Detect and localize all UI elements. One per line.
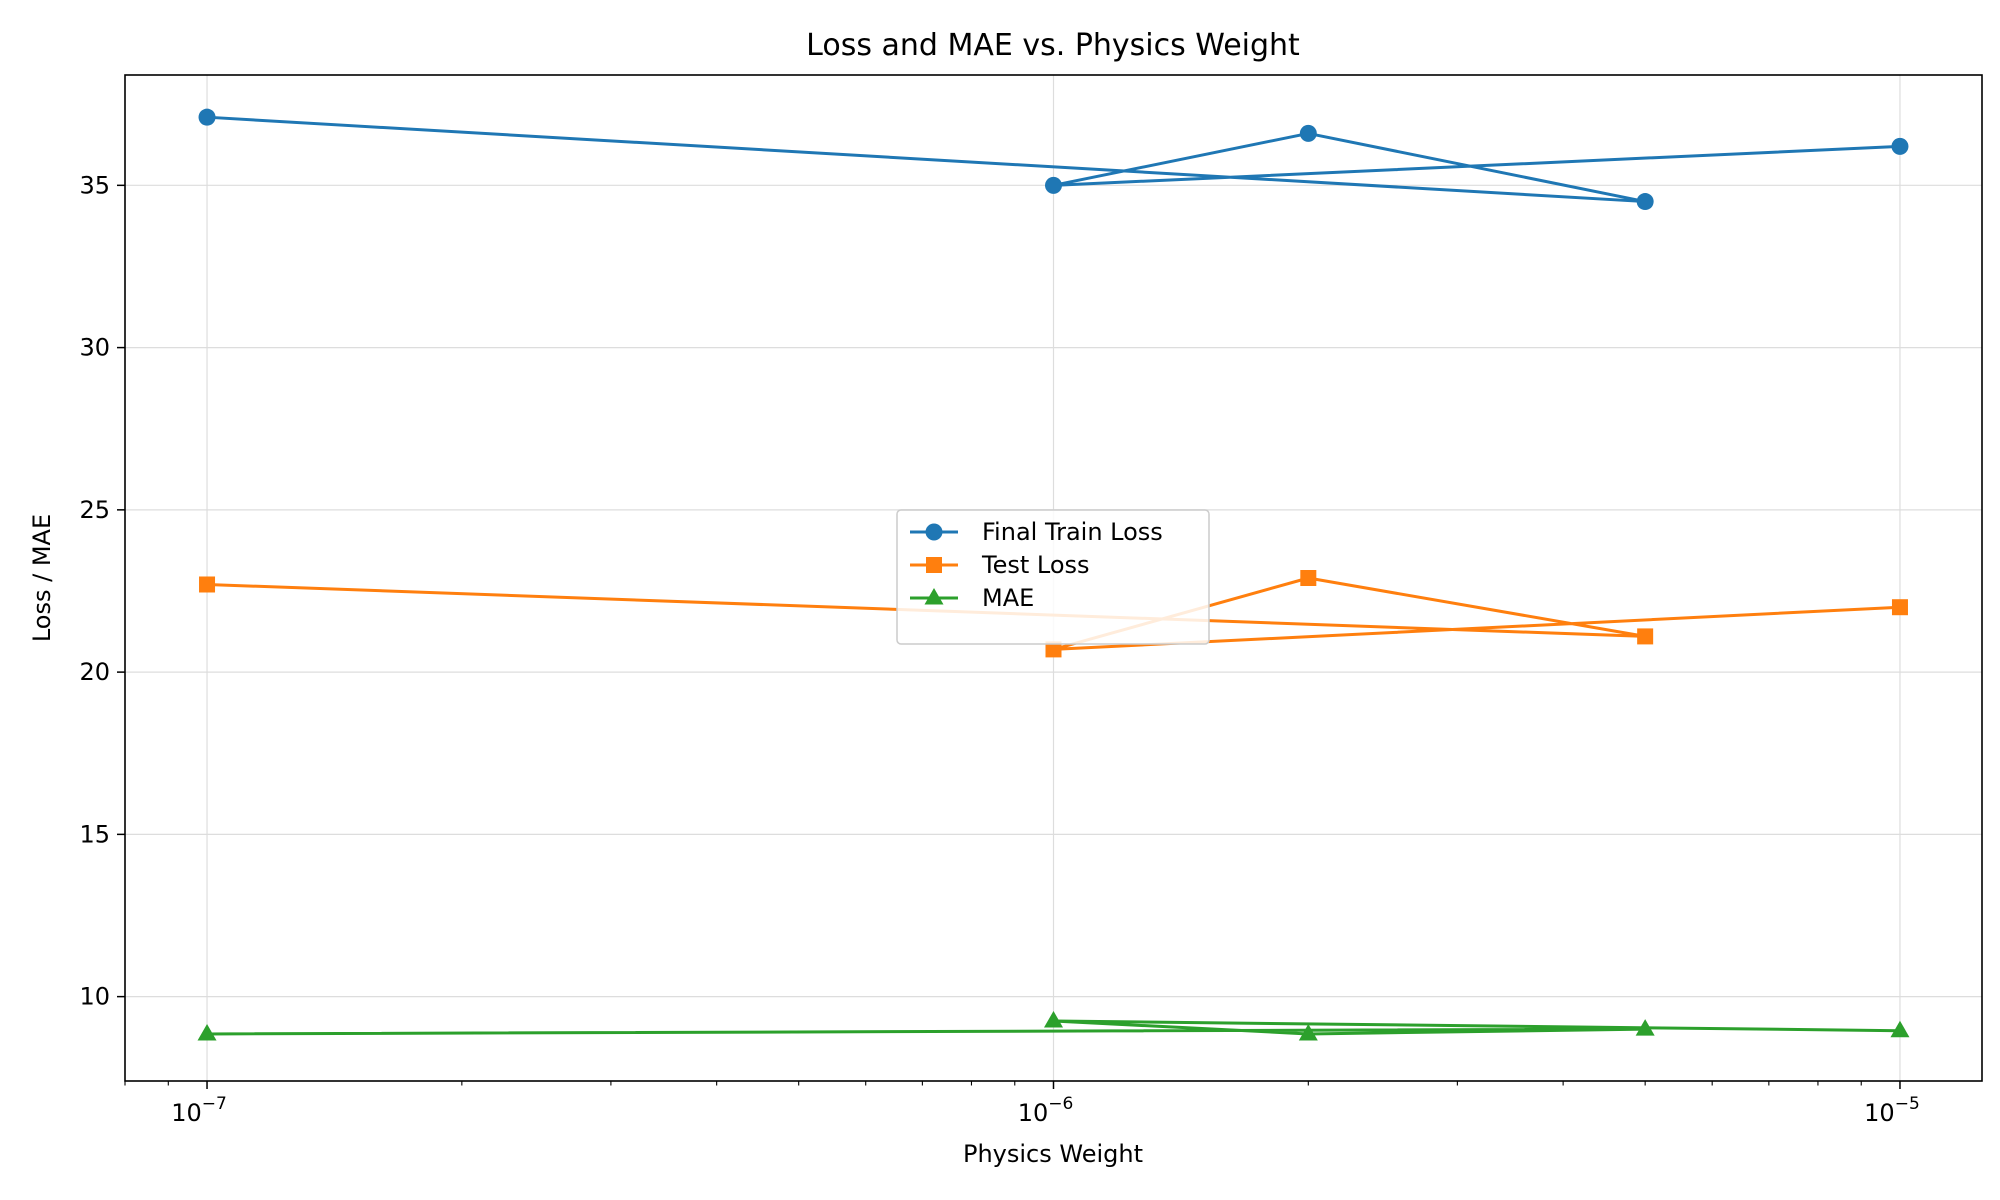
x-tick-label: 10−7 [171, 1094, 227, 1127]
y-tick-label: 25 [79, 496, 110, 524]
data-point [199, 576, 216, 593]
y-tick-label: 20 [79, 658, 110, 686]
x-axis-label: Physics Weight [963, 1140, 1143, 1168]
data-point [1045, 176, 1062, 194]
data-point [1045, 641, 1062, 658]
legend-marker [924, 588, 944, 605]
data-point [1635, 1019, 1655, 1036]
data-point [1300, 570, 1317, 586]
chart-title: Loss and MAE vs. Physics Weight [806, 28, 1300, 63]
y-tick-label: 15 [79, 820, 110, 848]
data-point [1299, 124, 1317, 142]
y-tick-label: 10 [79, 983, 110, 1011]
data-point [1890, 1020, 1910, 1038]
data-point [1044, 1010, 1063, 1028]
data-point [1891, 137, 1909, 155]
legend-item: MAE [910, 584, 1034, 612]
x-tick-label: 10−5 [1864, 1094, 1920, 1127]
legend-items: Final Train Loss Test Loss MAE [910, 518, 1163, 612]
y-tick-label: 35 [79, 171, 110, 199]
legend-label: MAE [982, 584, 1034, 612]
y-tick-label: 30 [79, 334, 110, 362]
legend-marker [926, 557, 942, 573]
legend-label: Final Train Loss [982, 518, 1163, 546]
data-point [1637, 628, 1654, 645]
y-axis: 10 15 20 25 30 35 [79, 171, 125, 1011]
data-point [1636, 193, 1654, 211]
data-point [197, 1023, 217, 1041]
legend-item: Final Train Loss [910, 518, 1163, 546]
data-point [1891, 599, 1908, 616]
data-point [1298, 1023, 1318, 1041]
series-mae [197, 1010, 1910, 1041]
series-final-train-loss [198, 108, 1909, 211]
legend-marker [925, 523, 943, 541]
data-point [198, 108, 216, 126]
x-tick-label: 10−6 [1018, 1094, 1074, 1127]
legend-item: Test Loss [910, 551, 1090, 579]
legend-label: Test Loss [981, 551, 1090, 579]
y-axis-label: Loss / MAE [28, 514, 56, 642]
legend-frame [896, 509, 1210, 645]
x-axis: 10−7 10−6 10−5 [124, 1081, 1920, 1127]
legend: Final Train Loss Test Loss MAE [896, 509, 1210, 645]
